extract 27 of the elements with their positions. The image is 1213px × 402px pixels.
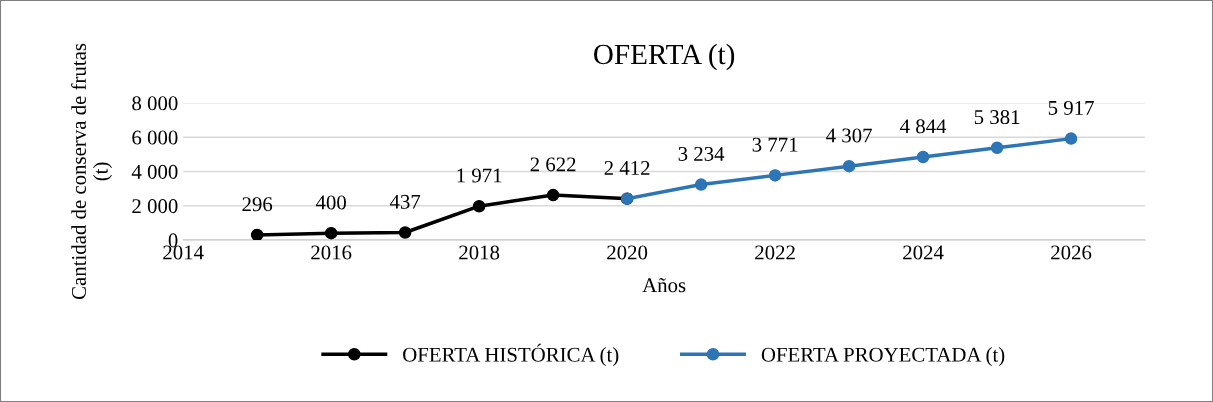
data-label: 4 844: [900, 119, 947, 134]
y-tick-label: 8 000: [132, 96, 178, 111]
legend-label: OFERTA HISTÓRICA (t): [403, 343, 619, 366]
x-tick-label: 2024: [903, 245, 944, 260]
legend-label: OFERTA PROYECTADA (t): [761, 347, 1005, 366]
data-label: 4 307: [826, 128, 872, 143]
data-label: 1 971: [457, 168, 502, 183]
x-tick-label: 2026: [1051, 245, 1092, 260]
chart-title: OFERTA (t): [594, 43, 735, 71]
x-axis-title: Años: [642, 278, 686, 293]
data-label: 2 622: [530, 157, 576, 172]
y-tick-label: 4 000: [131, 164, 178, 179]
x-tick-label: 2020: [607, 245, 648, 260]
data-label: 5 381: [974, 110, 1020, 125]
y-tick-label: 6 000: [132, 130, 178, 145]
y-tick-label: 2 000: [132, 199, 178, 214]
data-label: 400: [315, 195, 346, 210]
data-label: 2 412: [604, 160, 650, 175]
data-label: 437: [389, 194, 421, 209]
x-tick-label: 2018: [459, 245, 500, 260]
x-tick-label: 2022: [755, 245, 795, 260]
data-label: 5 917: [1048, 100, 1094, 115]
x-tick-label: 2016: [311, 245, 352, 260]
data-label: 3 771: [752, 137, 798, 152]
y-axis-title: Cantidad de conserva de frutas (t): [71, 43, 112, 300]
data-label: 3 234: [678, 146, 725, 161]
data-label: 296: [242, 197, 273, 212]
